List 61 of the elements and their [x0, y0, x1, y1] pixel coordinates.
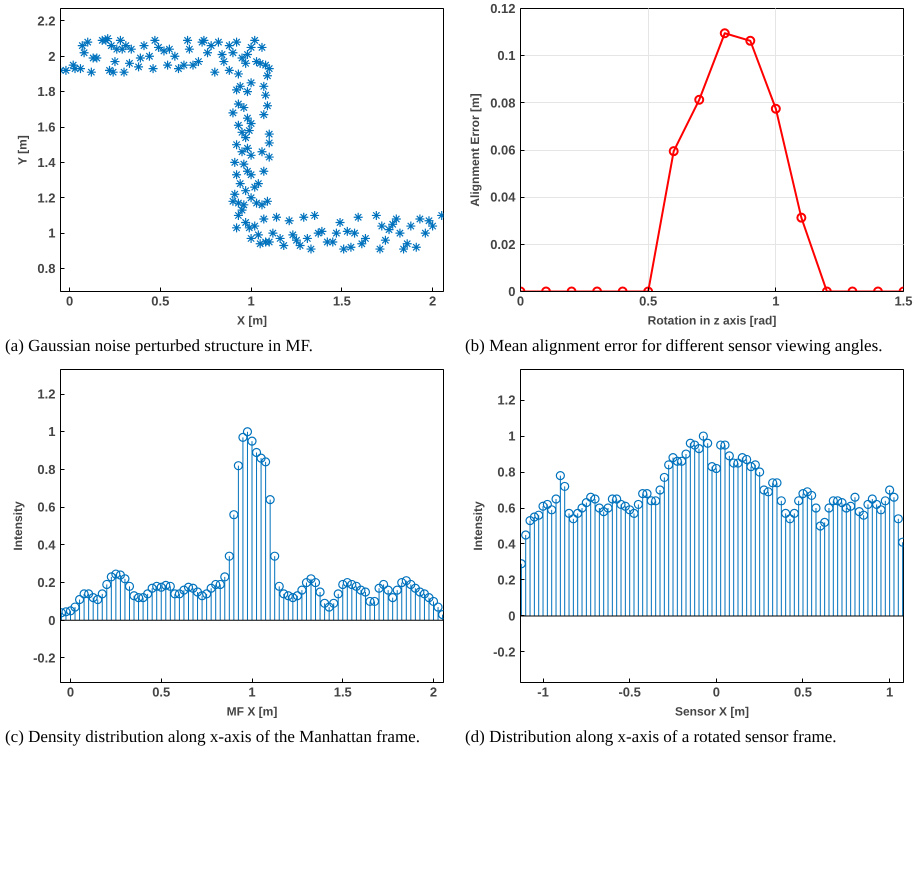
- y-tick-label: -0.2: [493, 644, 516, 660]
- y-tick-label: 1: [48, 226, 56, 241]
- x-tick-label: 1: [886, 684, 894, 700]
- y-axis-title: Y [m]: [15, 135, 30, 165]
- x-axis-title: MF X [m]: [226, 704, 278, 719]
- y-tick-label: 0.02: [490, 236, 516, 252]
- y-tick-label: 1.2: [497, 392, 516, 408]
- y-tick-label: 0.6: [497, 500, 516, 516]
- y-tick-label: -0.2: [33, 650, 56, 666]
- x-tick-label: 0: [66, 294, 74, 308]
- x-tick-label: -1: [537, 684, 549, 700]
- y-tick-label: 1.8: [37, 84, 56, 100]
- y-tick-label: 0.4: [37, 538, 56, 553]
- x-tick-label: 1.5: [332, 294, 351, 308]
- y-tick-label: 1.4: [37, 154, 56, 170]
- x-tick-label: -0.5: [618, 684, 641, 700]
- x-tick-label: 1: [772, 294, 780, 308]
- x-tick-label: 1: [248, 684, 256, 700]
- y-tick-label: 0.2: [497, 572, 516, 588]
- x-tick-label: 1: [247, 294, 255, 308]
- y-tick-label: 0.1: [497, 48, 516, 64]
- y-tick-label: 0.6: [37, 500, 56, 515]
- x-tick-label: 0.5: [639, 294, 658, 308]
- y-tick-label: 0.4: [497, 536, 516, 552]
- x-tick-label: 2: [430, 684, 438, 700]
- y-tick-label: 1: [48, 424, 56, 440]
- x-tick-label: 0.5: [151, 294, 170, 308]
- y-tick-label: 2: [48, 48, 56, 64]
- y-axis-title: Intensity: [471, 501, 486, 551]
- y-tick-label: 0.12: [490, 1, 516, 16]
- text: (d) Distribution along x-axis of a rotated sensor frame.: [465, 726, 837, 748]
- y-tick-label: 0: [48, 613, 56, 628]
- x-tick-label: 0: [712, 684, 720, 700]
- x-tick-label: 0.5: [152, 684, 170, 700]
- y-tick-label: 0.2: [37, 575, 56, 590]
- y-tick-label: 0.06: [490, 142, 516, 158]
- x-tick-label: 0: [66, 684, 74, 700]
- y-tick-label: 1.2: [37, 386, 56, 402]
- y-tick-label: 1.2: [37, 190, 56, 206]
- x-axis-title: X [m]: [237, 314, 268, 328]
- y-axis-title: Intensity: [11, 501, 26, 551]
- x-tick-label: 1.5: [334, 684, 352, 700]
- x-axis-title: Sensor X [m]: [674, 704, 750, 719]
- x-axis-title: Rotation in z axis [rad]: [648, 314, 776, 328]
- x-tick-label: 2: [428, 294, 436, 308]
- y-tick-label: 0.08: [490, 95, 516, 110]
- y-tick-label: 0.04: [490, 190, 516, 205]
- text: (b) Mean alignment error for different sensor viewing angles.: [465, 335, 882, 356]
- y-tick-label: 0: [508, 284, 516, 299]
- text: (a) Gaussian noise perturbed structure in MF.: [5, 335, 313, 356]
- x-tick-label: 0.5: [794, 684, 812, 700]
- y-tick-label: 1: [508, 428, 516, 444]
- y-tick-label: 0.8: [37, 261, 56, 276]
- text: (c) Density distribution along x-axis of the Manhattan frame.: [5, 726, 420, 748]
- y-tick-label: 0: [508, 608, 516, 624]
- y-tick-label: 1.6: [37, 120, 56, 135]
- x-tick-label: 1.5: [894, 294, 913, 308]
- y-axis-title: Alignment Error [m]: [468, 93, 482, 207]
- y-tick-label: 0.8: [497, 464, 516, 480]
- y-tick-label: 2.2: [37, 13, 56, 28]
- y-tick-label: 0.8: [37, 462, 56, 478]
